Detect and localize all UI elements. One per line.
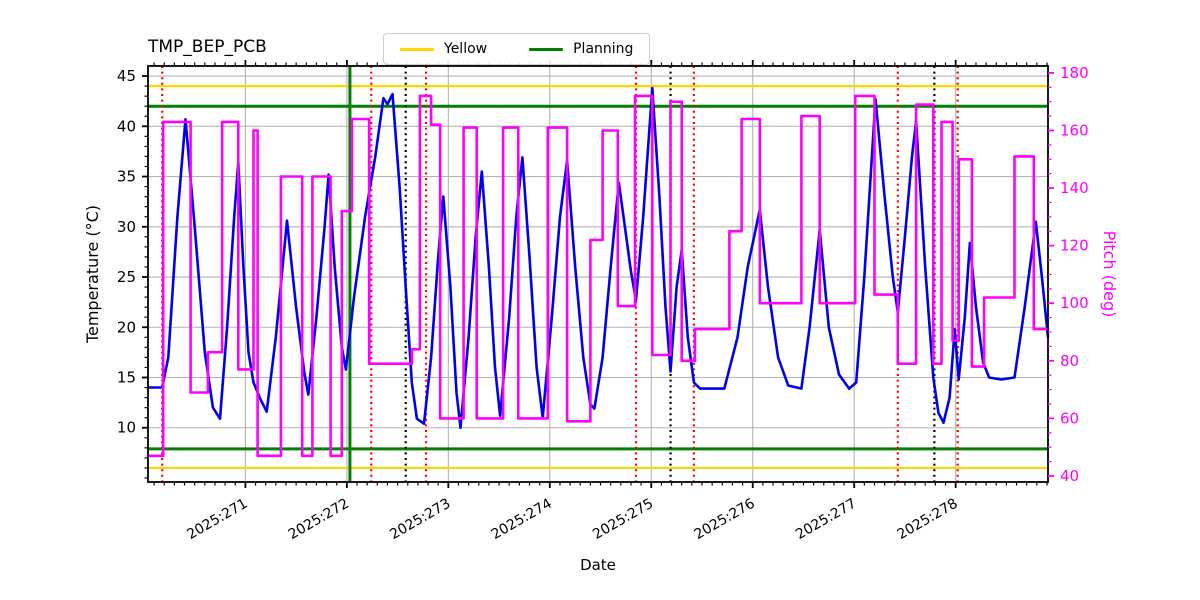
x-tick-label: 2025:277 [793, 496, 859, 543]
pitch-series-line [146, 94, 1050, 458]
axis-labels: Date Temperature (°C) Pitch (deg) [83, 205, 1119, 574]
right-tick-label: 120 [1060, 237, 1089, 255]
right-tick-label: 100 [1060, 294, 1089, 312]
chart-title: TMP_BEP_PCB [148, 37, 267, 57]
planning-line-sample [529, 47, 564, 51]
x-tick-label: 2025:273 [387, 496, 453, 543]
x-tick-label: 2025:271 [184, 496, 250, 543]
x-tick-label: 2025:274 [489, 496, 555, 543]
left-tick-label: 35 [117, 168, 136, 186]
left-tick-label: 20 [117, 318, 136, 336]
x-tick-label: 2025:275 [590, 496, 656, 543]
legend-label-yellow: Yellow [444, 41, 488, 57]
x-axis-label: Date [580, 556, 616, 574]
left-tick-label: 10 [117, 419, 136, 437]
legend-item-yellow: Yellow [400, 41, 487, 57]
right-tick-label: 140 [1060, 179, 1089, 197]
left-tick-label: 25 [117, 268, 136, 286]
axes [142, 60, 1054, 488]
left-axis-label: Temperature (°C) [83, 205, 102, 344]
right-tick-label: 80 [1060, 352, 1079, 370]
x-tick-label: 2025:272 [286, 496, 352, 543]
x-tick-label: 2025:278 [895, 496, 961, 543]
legend-item-planning: Planning [529, 41, 633, 57]
left-tick-label: 45 [117, 67, 136, 85]
right-tick-label: 60 [1060, 409, 1079, 427]
yellow-line-sample [400, 47, 434, 51]
right-tick-label: 180 [1060, 64, 1089, 82]
legend-label-planning: Planning [573, 41, 634, 57]
right-axis-label: Pitch (deg) [1100, 231, 1119, 318]
legend: Yellow Planning [383, 33, 651, 65]
left-tick-label: 30 [117, 218, 136, 236]
right-tick-label: 160 [1060, 121, 1089, 139]
data-series [146, 86, 1050, 458]
left-tick-label: 15 [117, 368, 136, 386]
x-tick-label: 2025:276 [692, 496, 758, 543]
right-tick-label: 40 [1060, 467, 1079, 485]
left-tick-label: 40 [117, 117, 136, 135]
temperature-series-line [146, 86, 1050, 429]
